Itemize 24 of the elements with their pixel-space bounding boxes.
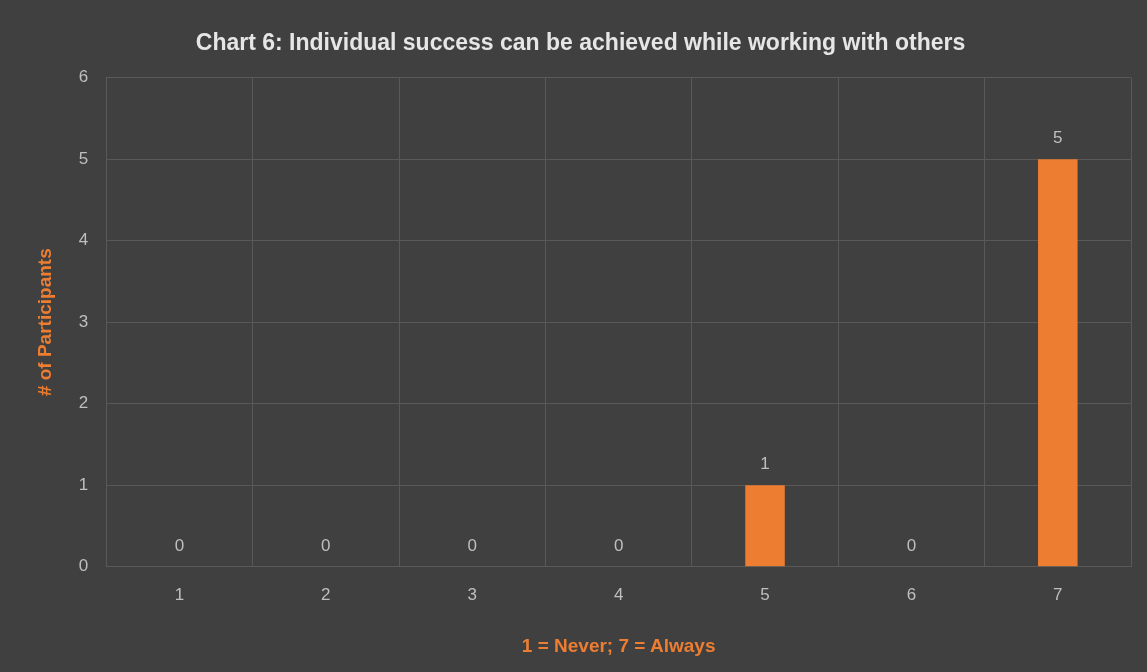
x-tick-label: 5 [760, 584, 770, 604]
y-tick-label: 6 [78, 67, 89, 87]
y-tick-label: 3 [78, 311, 89, 331]
x-tick-label: 6 [906, 584, 917, 604]
x-tick-label: 7 [1053, 584, 1063, 604]
chart-title: Chart 6: Individual success can be achieved while working with others [195, 29, 966, 56]
data-label: 0 [321, 535, 331, 555]
data-label: 5 [1053, 128, 1063, 148]
y-tick-label: 5 [78, 148, 89, 168]
data-label: 0 [467, 535, 477, 555]
x-tick-label: 4 [613, 584, 624, 604]
y-tick-label: 4 [78, 230, 89, 250]
y-tick-label: 1 [78, 474, 89, 494]
data-label: 0 [613, 535, 624, 555]
data-label: 0 [906, 535, 917, 555]
data-label: 0 [174, 535, 185, 555]
x-tick-label: 2 [321, 584, 331, 604]
y-axis-title: # of Participants [33, 248, 55, 397]
y-tick-label: 2 [78, 393, 89, 413]
x-axis-title: 1 = Never; 7 = Always [521, 634, 716, 656]
x-tick-label: 3 [467, 584, 477, 604]
y-tick-label: 0 [78, 556, 89, 576]
x-tick-label: 1 [174, 584, 185, 604]
data-label: 1 [760, 454, 770, 474]
